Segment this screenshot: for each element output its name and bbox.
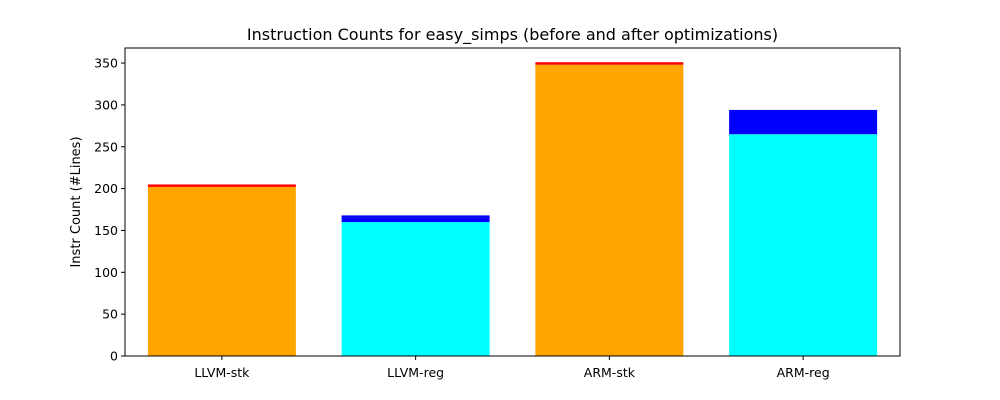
x-tick-label: ARM-stk bbox=[584, 365, 636, 380]
bar-base-llvm-reg bbox=[341, 222, 490, 356]
bar-base-arm-reg bbox=[729, 134, 878, 356]
y-tick-label: 100 bbox=[94, 265, 118, 280]
y-tick-label: 150 bbox=[94, 223, 118, 238]
bar-top-llvm-reg bbox=[341, 215, 490, 223]
bar-base-llvm-stk bbox=[147, 186, 296, 356]
y-tick-label: 350 bbox=[94, 56, 118, 71]
x-tick-label: LLVM-stk bbox=[194, 365, 250, 380]
y-tick-label: 0 bbox=[110, 349, 118, 364]
plot-frame bbox=[124, 47, 901, 357]
y-axis: 0 50 100 150 200 250 300 350 bbox=[94, 56, 125, 364]
bar-top-arm-reg bbox=[729, 109, 878, 135]
x-tick-label: LLVM-reg bbox=[387, 365, 444, 380]
y-tick-label: 50 bbox=[102, 307, 118, 322]
x-axis: LLVM-stk LLVM-reg ARM-stk ARM-reg bbox=[194, 356, 830, 380]
y-axis-label: Instr Count (#Lines) bbox=[69, 136, 84, 267]
bar-top-llvm-stk bbox=[147, 184, 296, 187]
bars-group bbox=[147, 62, 878, 356]
y-tick-label: 250 bbox=[94, 139, 118, 154]
bar-top-arm-stk bbox=[535, 62, 684, 65]
y-tick-label: 300 bbox=[94, 97, 118, 112]
x-tick-label: ARM-reg bbox=[777, 365, 830, 380]
y-tick-label: 200 bbox=[94, 181, 118, 196]
bar-base-arm-stk bbox=[535, 64, 684, 356]
chart-title: Instruction Counts for easy_simps (befor… bbox=[247, 25, 778, 45]
